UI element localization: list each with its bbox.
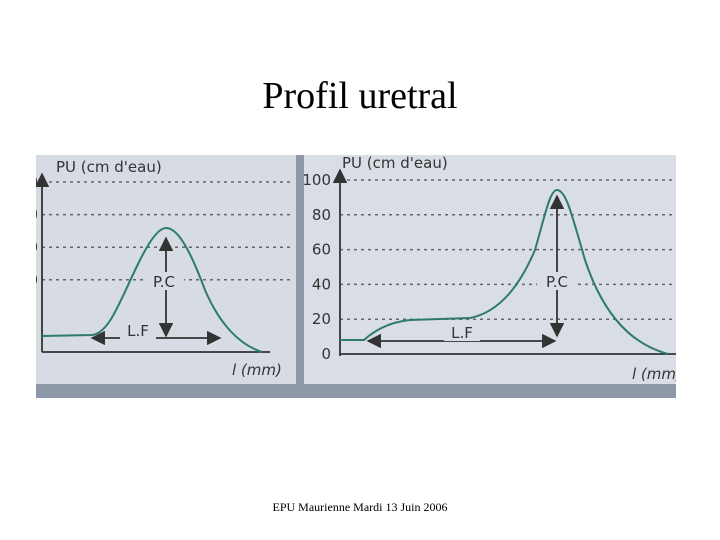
y-tick-label: 40: [312, 275, 331, 293]
peak-label: P.C: [153, 273, 175, 291]
pressure-curve: [340, 188, 669, 355]
y-tick-label: 60: [19, 238, 38, 256]
pressure-curve: [41, 226, 263, 353]
y-tick-label: 100: [302, 171, 331, 189]
y-tick-label: 80: [312, 206, 331, 224]
y-tick-label: 0: [321, 345, 331, 363]
slide-title: Profil uretral: [262, 75, 457, 117]
panel-bg: [304, 155, 676, 384]
y-tick-label: 40: [19, 271, 38, 289]
label-bg: [537, 272, 577, 290]
peak-label: P.C: [546, 273, 568, 291]
label-bg: [144, 272, 184, 290]
figure: P.C L.F PU (cm d'eau) l (mm) P.C L.F PU …: [9, 154, 682, 398]
y-tick-label: 20: [312, 310, 331, 328]
footer: EPU Maurienne Mardi 13 Juin 2006: [273, 500, 448, 514]
y-axis-label: PU (cm d'eau): [342, 154, 448, 172]
label-bg: [120, 322, 156, 339]
y-tick-label: 100: [9, 173, 38, 191]
y-tick-label: 60: [312, 241, 331, 259]
length-label: L.F: [451, 324, 473, 342]
x-axis-label: l (mm): [232, 361, 282, 379]
y-tick-label: 80: [19, 206, 38, 224]
x-axis-label: l (mm): [632, 365, 682, 383]
y-axis-label: PU (cm d'eau): [56, 158, 162, 176]
label-bg: [444, 324, 480, 341]
length-label: L.F: [127, 322, 149, 340]
